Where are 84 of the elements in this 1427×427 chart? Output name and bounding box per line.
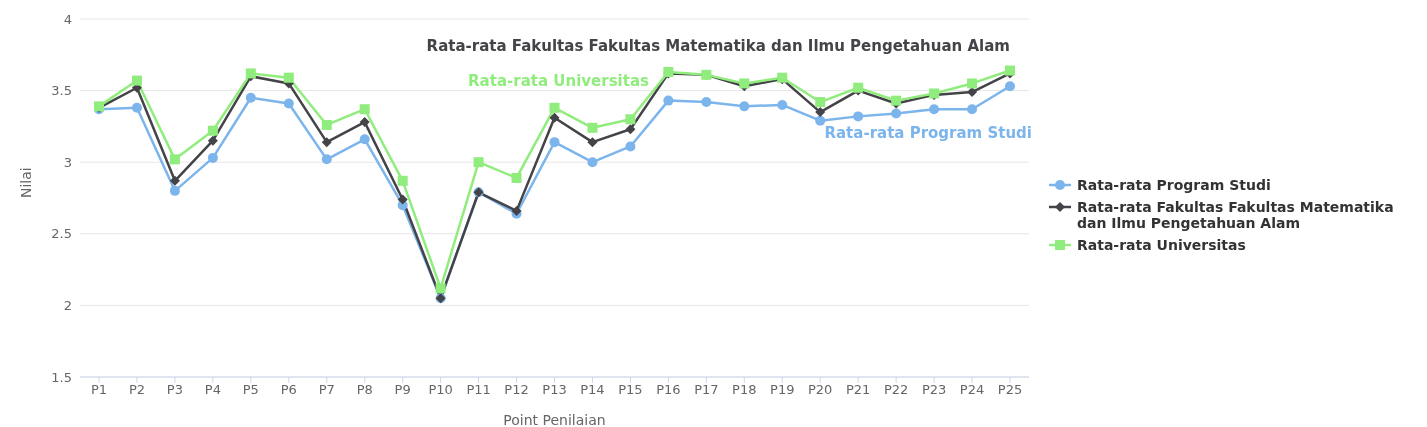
x-tick-label: P20 bbox=[808, 382, 833, 398]
point bbox=[321, 119, 332, 130]
point bbox=[967, 104, 978, 115]
x-tick-label: P16 bbox=[656, 382, 681, 398]
point bbox=[929, 104, 940, 115]
point bbox=[549, 102, 560, 113]
x-tick-label: P21 bbox=[845, 382, 871, 398]
point bbox=[967, 87, 978, 98]
point bbox=[625, 114, 636, 125]
x-tick-label: P19 bbox=[770, 382, 795, 398]
point bbox=[625, 124, 636, 135]
point bbox=[283, 98, 294, 109]
point bbox=[321, 137, 332, 148]
point bbox=[207, 152, 218, 163]
x-tick-label: P1 bbox=[90, 382, 108, 398]
point bbox=[397, 175, 408, 186]
legend-label: Rata-rata Universitas bbox=[1077, 236, 1246, 253]
point bbox=[473, 157, 484, 168]
point bbox=[587, 137, 598, 148]
x-tick-label: P23 bbox=[921, 382, 947, 398]
text: Rata-rata Fakultas Fakultas Matematika dan Ilmu Pengetahuan Alam bbox=[426, 37, 1010, 56]
point bbox=[283, 72, 294, 83]
x-tick-label: P13 bbox=[542, 382, 567, 398]
x-tick-label: P24 bbox=[959, 382, 985, 398]
point bbox=[169, 185, 180, 196]
legend-label: Rata-rata Program Studi bbox=[1077, 176, 1271, 193]
point bbox=[131, 102, 142, 113]
legend-label: Rata-rata Fakultas Fakultas Matematika dan Ilmu Pengetahuan Alam bbox=[1077, 198, 1395, 231]
x-tick-label: P14 bbox=[580, 382, 605, 398]
y-tick-label: 2 bbox=[63, 298, 72, 314]
x-tick-label: P7 bbox=[318, 382, 335, 398]
y-tick-label: 2.5 bbox=[51, 226, 72, 242]
point bbox=[169, 175, 180, 186]
x-tick-label: P10 bbox=[428, 382, 453, 398]
x-tick-label: P17 bbox=[694, 382, 719, 398]
y-tick-label: 3 bbox=[63, 154, 72, 170]
point bbox=[701, 97, 712, 108]
x-tick-label: P25 bbox=[997, 382, 1023, 398]
point bbox=[815, 97, 826, 108]
x-tick-label: P9 bbox=[394, 382, 411, 398]
x-tick-label: P4 bbox=[204, 382, 221, 398]
point bbox=[511, 172, 522, 183]
point bbox=[815, 107, 826, 118]
x-tick-label: P18 bbox=[732, 382, 757, 398]
y-tick-label: 1.5 bbox=[51, 369, 72, 385]
point bbox=[549, 137, 560, 148]
point bbox=[625, 141, 636, 152]
point bbox=[815, 115, 826, 126]
point bbox=[435, 283, 446, 294]
point bbox=[663, 95, 674, 106]
x-tick-label: P6 bbox=[280, 382, 297, 398]
y-axis-title: Nilai bbox=[17, 167, 34, 198]
point bbox=[739, 101, 750, 112]
point bbox=[207, 125, 218, 136]
text: Rata-rata Universitas bbox=[468, 71, 649, 90]
x-axis-title: Point Penilaian bbox=[503, 412, 606, 427]
point bbox=[245, 92, 256, 103]
point bbox=[169, 154, 180, 165]
point bbox=[359, 134, 370, 145]
point bbox=[587, 122, 598, 133]
point bbox=[397, 194, 408, 205]
point bbox=[777, 99, 788, 110]
x-tick-label: P15 bbox=[618, 382, 643, 398]
point bbox=[359, 117, 370, 128]
x-tick-label: P2 bbox=[128, 382, 146, 398]
x-tick-label: P5 bbox=[242, 382, 259, 398]
x-tick-label: P11 bbox=[466, 382, 491, 398]
y-tick-label: 3.5 bbox=[51, 83, 72, 99]
point bbox=[549, 112, 560, 123]
point bbox=[131, 75, 142, 86]
point bbox=[587, 157, 598, 168]
x-tick-label: P12 bbox=[504, 382, 529, 398]
x-tick-label: P3 bbox=[166, 382, 183, 398]
point bbox=[321, 154, 332, 165]
text: Rata-rata Program Studi bbox=[824, 124, 1032, 143]
point bbox=[1005, 81, 1015, 92]
point bbox=[853, 111, 864, 122]
x-tick-label: P8 bbox=[356, 382, 373, 398]
point bbox=[891, 108, 902, 119]
point bbox=[967, 78, 978, 89]
y-tick-label: 4 bbox=[63, 11, 72, 27]
point bbox=[207, 135, 218, 146]
x-tick-label: P22 bbox=[883, 382, 909, 398]
point bbox=[359, 104, 370, 115]
